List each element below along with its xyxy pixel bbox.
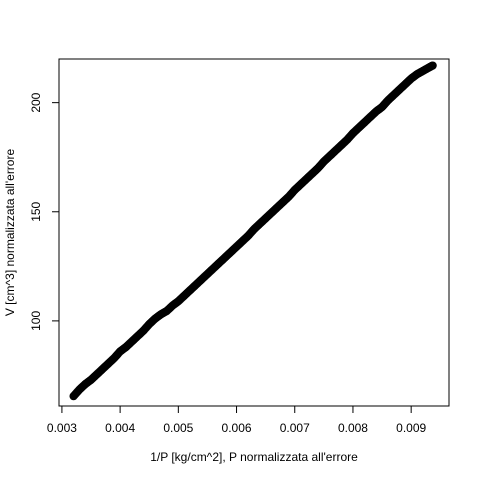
data-points: [69, 61, 437, 401]
x-tick-label: 0.008: [338, 421, 368, 435]
x-tick-label: 0.004: [105, 421, 135, 435]
x-axis-title: 1/P [kg/cm^2], P normalizzata all'errore: [150, 450, 358, 464]
y-tick-label: 100: [29, 311, 43, 331]
x-tick-label: 0.005: [163, 421, 193, 435]
x-axis: 0.003 0.004 0.005 0.006 0.007 0.008 0.009: [47, 405, 427, 435]
data-point: [428, 61, 437, 70]
y-tick-label: 200: [29, 92, 43, 112]
y-tick-label: 150: [29, 201, 43, 221]
x-tick-label: 0.007: [280, 421, 310, 435]
x-tick-label: 0.003: [47, 421, 77, 435]
x-tick-label: 0.009: [396, 421, 426, 435]
x-tick-label: 0.006: [222, 421, 252, 435]
y-axis-title: V [cm^3] normalizzata all'errore: [3, 149, 17, 317]
y-axis: 100 150 200: [29, 92, 60, 331]
